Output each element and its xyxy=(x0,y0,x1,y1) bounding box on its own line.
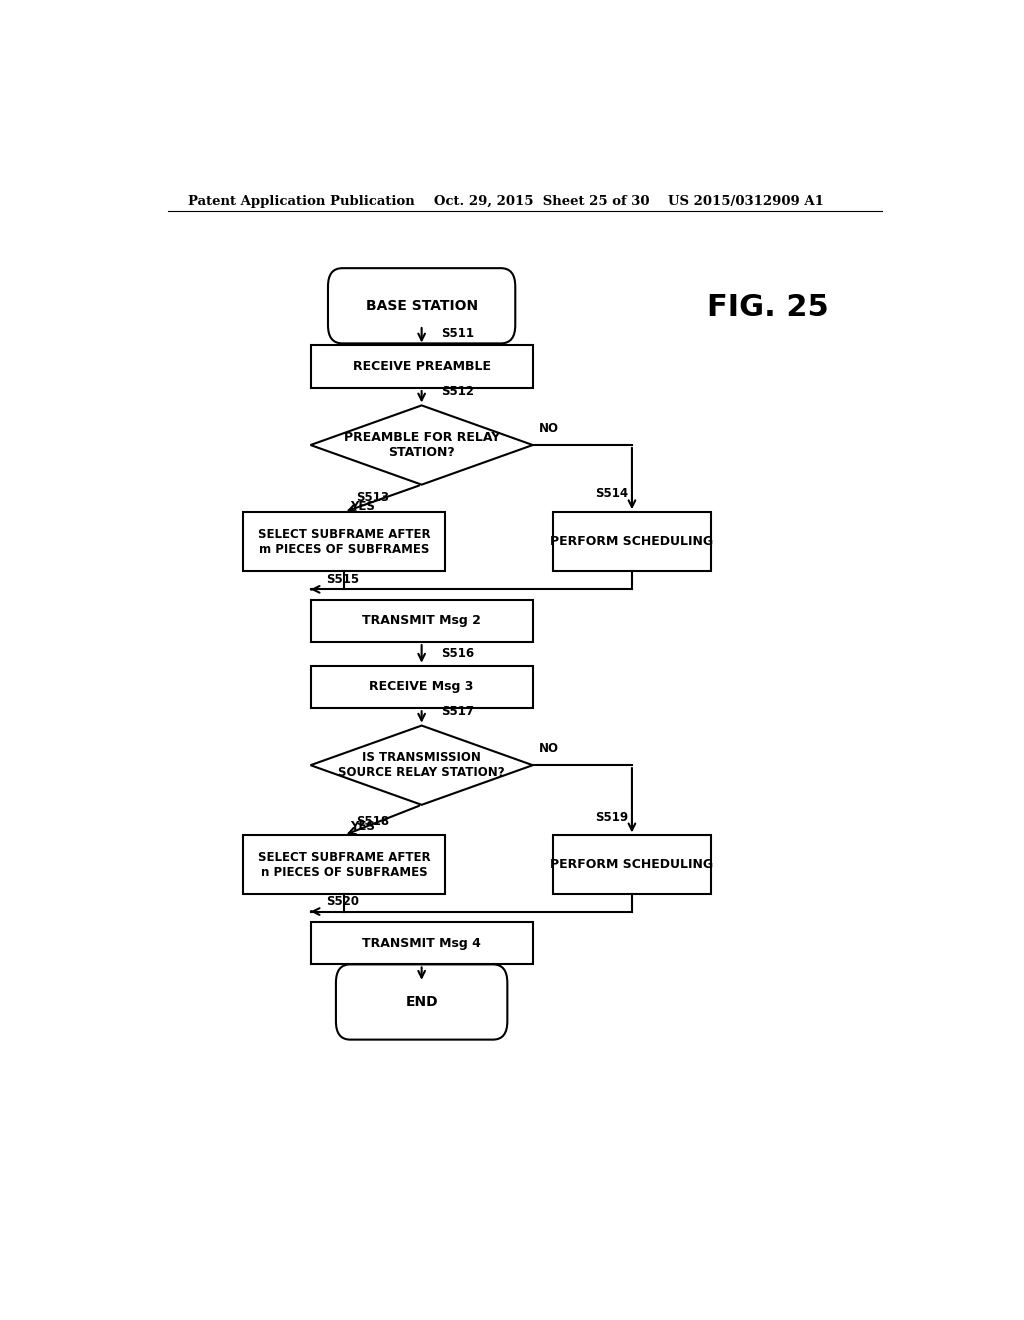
Text: S519: S519 xyxy=(595,810,628,824)
FancyBboxPatch shape xyxy=(243,836,445,894)
FancyBboxPatch shape xyxy=(310,665,532,709)
Text: END: END xyxy=(406,995,438,1008)
FancyBboxPatch shape xyxy=(243,512,445,572)
Text: S516: S516 xyxy=(441,647,474,660)
Text: PREAMBLE FOR RELAY
STATION?: PREAMBLE FOR RELAY STATION? xyxy=(343,432,500,459)
Text: S520: S520 xyxy=(327,895,359,908)
FancyBboxPatch shape xyxy=(553,512,712,572)
Text: IS TRANSMISSION
SOURCE RELAY STATION?: IS TRANSMISSION SOURCE RELAY STATION? xyxy=(338,751,505,779)
Text: S511: S511 xyxy=(441,327,474,339)
Text: TRANSMIT Msg 4: TRANSMIT Msg 4 xyxy=(362,937,481,949)
Text: S515: S515 xyxy=(327,573,359,586)
Text: S514: S514 xyxy=(595,487,628,500)
Text: SELECT SUBFRAME AFTER
n PIECES OF SUBFRAMES: SELECT SUBFRAME AFTER n PIECES OF SUBFRA… xyxy=(258,851,430,879)
Text: YES: YES xyxy=(349,820,375,833)
Text: TRANSMIT Msg 2: TRANSMIT Msg 2 xyxy=(362,614,481,627)
FancyBboxPatch shape xyxy=(310,346,532,388)
Text: S513: S513 xyxy=(355,491,389,504)
Text: PERFORM SCHEDULING: PERFORM SCHEDULING xyxy=(550,535,714,548)
FancyBboxPatch shape xyxy=(328,268,515,343)
Text: S512: S512 xyxy=(441,384,474,397)
FancyBboxPatch shape xyxy=(336,965,507,1040)
Text: S518: S518 xyxy=(355,814,389,828)
Polygon shape xyxy=(310,405,532,484)
Text: PERFORM SCHEDULING: PERFORM SCHEDULING xyxy=(550,858,714,871)
Text: US 2015/0312909 A1: US 2015/0312909 A1 xyxy=(668,194,823,207)
Text: RECEIVE Msg 3: RECEIVE Msg 3 xyxy=(370,680,474,693)
Text: NO: NO xyxy=(539,422,559,434)
Text: YES: YES xyxy=(349,500,375,513)
Text: Patent Application Publication: Patent Application Publication xyxy=(187,194,415,207)
Text: SELECT SUBFRAME AFTER
m PIECES OF SUBFRAMES: SELECT SUBFRAME AFTER m PIECES OF SUBFRA… xyxy=(258,528,430,556)
FancyBboxPatch shape xyxy=(553,836,712,894)
Text: FIG. 25: FIG. 25 xyxy=(708,293,829,322)
FancyBboxPatch shape xyxy=(310,921,532,965)
Text: S517: S517 xyxy=(441,705,474,718)
Text: NO: NO xyxy=(539,742,559,755)
Text: RECEIVE PREAMBLE: RECEIVE PREAMBLE xyxy=(352,360,490,374)
Text: Oct. 29, 2015  Sheet 25 of 30: Oct. 29, 2015 Sheet 25 of 30 xyxy=(433,194,649,207)
Polygon shape xyxy=(310,726,532,805)
FancyBboxPatch shape xyxy=(310,599,532,643)
Text: BASE STATION: BASE STATION xyxy=(366,298,477,313)
